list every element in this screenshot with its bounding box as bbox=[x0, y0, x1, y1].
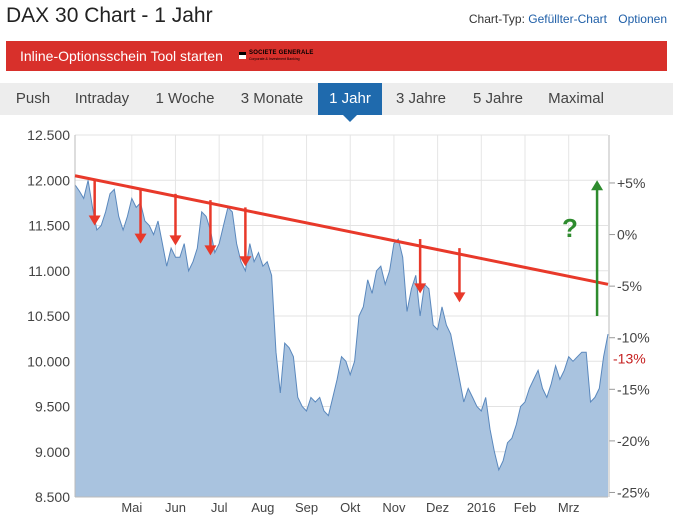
series-area bbox=[75, 180, 608, 498]
tab-maximal[interactable]: Maximal bbox=[548, 90, 604, 107]
y-tick-label: 11.500 bbox=[28, 218, 70, 234]
y2-tick-label: 0% bbox=[617, 227, 637, 243]
x-tick-label: Feb bbox=[514, 500, 536, 515]
tab-push[interactable]: Push bbox=[15, 90, 51, 107]
x-tick-label: 2016 bbox=[467, 500, 496, 515]
y2-tick-label: -20% bbox=[617, 433, 650, 449]
down-arrow-head bbox=[169, 235, 182, 246]
marker-label: -13% bbox=[613, 350, 646, 366]
question-mark: ? bbox=[562, 213, 578, 243]
page-title: DAX 30 Chart - 1 Jahr bbox=[6, 4, 213, 27]
x-tick-label: Jun bbox=[165, 500, 186, 515]
down-arrow-head bbox=[239, 256, 252, 267]
down-arrow-head bbox=[414, 283, 427, 294]
up-arrow-head bbox=[591, 180, 604, 191]
y2-tick-label: -25% bbox=[617, 484, 650, 500]
tab-1-woche[interactable]: 1 Woche bbox=[155, 90, 215, 107]
trend-line bbox=[74, 174, 609, 286]
x-tick-label: Nov bbox=[382, 500, 406, 515]
chart-type-link[interactable]: Gefüllter-Chart bbox=[528, 12, 607, 26]
x-tick-label: Jul bbox=[211, 500, 228, 515]
y-tick-label: 11.000 bbox=[28, 263, 70, 279]
y-tick-label: 8.500 bbox=[35, 489, 70, 505]
options-link[interactable]: Optionen bbox=[618, 12, 667, 26]
y-tick-label: 9.500 bbox=[35, 399, 70, 415]
x-tick-label: Okt bbox=[340, 500, 361, 515]
y-tick-label: 10.500 bbox=[27, 308, 70, 324]
tab-3-jahre[interactable]: 3 Jahre bbox=[395, 90, 447, 107]
down-arrow-head bbox=[453, 292, 466, 303]
y-tick-label: 10.000 bbox=[27, 353, 70, 369]
down-arrow-head bbox=[204, 245, 217, 256]
chart-type-selector: Chart-Typ: Gefüllter-Chart Optionen bbox=[469, 12, 667, 26]
y2-tick-label: -5% bbox=[617, 278, 642, 294]
tab-5-jahre[interactable]: 5 Jahre bbox=[472, 90, 524, 107]
active-tab-pointer bbox=[343, 115, 357, 122]
x-tick-label: Aug bbox=[251, 500, 274, 515]
y-tick-label: 12.500 bbox=[27, 127, 70, 143]
y2-tick-label: -15% bbox=[617, 381, 650, 397]
y-tick-label: 9.000 bbox=[35, 444, 70, 460]
tab-1-jahr[interactable]: 1 Jahr bbox=[318, 83, 382, 122]
series-line bbox=[74, 180, 609, 472]
down-arrow-head bbox=[88, 215, 101, 226]
x-tick-label: Dez bbox=[426, 500, 449, 515]
y-tick-label: 12.000 bbox=[27, 172, 70, 188]
options-banner: Inline-Optionsschein Tool starten SOCIET… bbox=[6, 41, 667, 71]
time-range-tabs: Push Intraday 1 Woche 3 Monate 1 Jahr 3 … bbox=[0, 83, 673, 122]
x-tick-label: Mai bbox=[121, 500, 142, 515]
societe-generale-logo: SOCIETE GENERALE Corporate & Investment … bbox=[239, 50, 329, 62]
y2-tick-label: +5% bbox=[617, 175, 645, 191]
y2-tick-label: -10% bbox=[617, 330, 650, 346]
x-tick-label: Sep bbox=[295, 500, 318, 515]
chart-type-label: Chart-Typ: bbox=[468, 12, 525, 26]
tab-3-monate[interactable]: 3 Monate bbox=[240, 90, 304, 107]
down-arrow-head bbox=[134, 233, 147, 244]
start-options-tool-button[interactable]: Inline-Optionsschein Tool starten bbox=[20, 48, 223, 64]
x-tick-label: Mrz bbox=[558, 500, 580, 515]
tab-intraday[interactable]: Intraday bbox=[74, 90, 130, 107]
